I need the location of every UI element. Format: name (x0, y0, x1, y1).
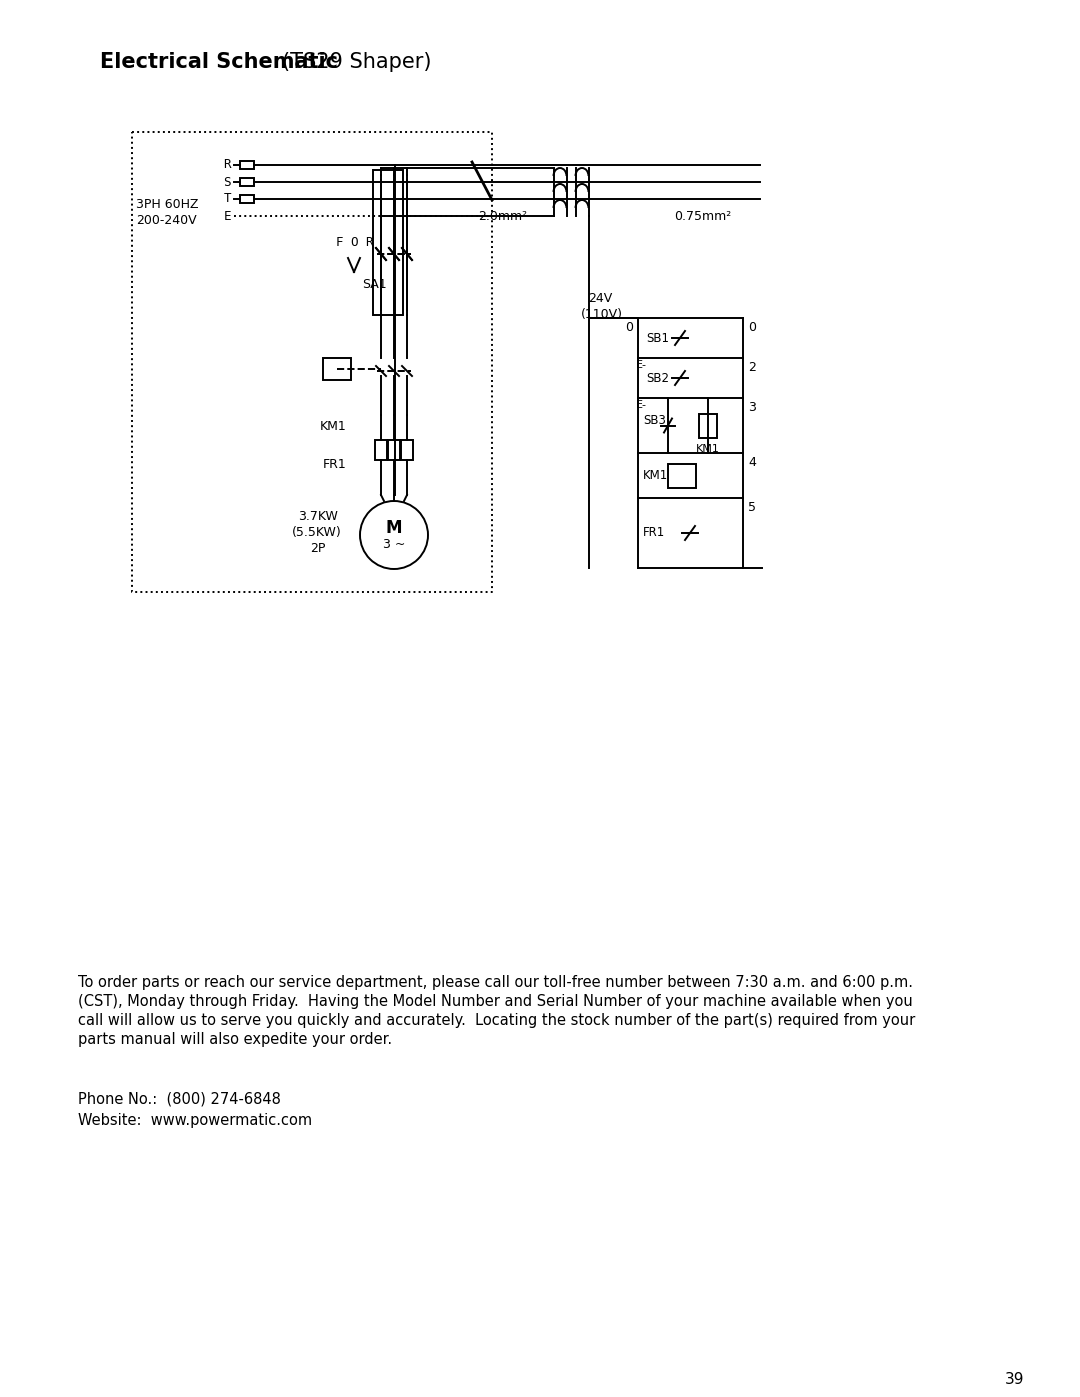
Text: (5.5KW): (5.5KW) (292, 527, 341, 539)
Text: (CST), Monday through Friday.  Having the Model Number and Serial Number of your: (CST), Monday through Friday. Having the… (78, 995, 913, 1009)
Text: (110V): (110V) (581, 307, 623, 321)
Text: parts manual will also expedite your order.: parts manual will also expedite your ord… (78, 1032, 392, 1046)
Text: SB2: SB2 (646, 372, 669, 384)
Text: 3.7KW: 3.7KW (298, 510, 338, 522)
Text: E-: E- (636, 360, 647, 370)
Text: SA1: SA1 (362, 278, 387, 291)
Text: S: S (224, 176, 231, 189)
Text: 2.0mm²: 2.0mm² (478, 210, 527, 224)
Text: 0: 0 (625, 321, 633, 334)
Circle shape (360, 502, 428, 569)
Text: KM1: KM1 (696, 443, 720, 454)
Text: 2: 2 (748, 360, 756, 374)
Text: 0.75mm²: 0.75mm² (674, 210, 731, 224)
Text: KM1: KM1 (643, 469, 669, 482)
Text: To order parts or reach our service department, please call our toll-free number: To order parts or reach our service depa… (78, 975, 913, 990)
Text: Phone No.:  (800) 274-6848: Phone No.: (800) 274-6848 (78, 1092, 281, 1106)
Bar (375, 440, 387, 460)
Text: 39: 39 (1005, 1372, 1025, 1387)
Bar (240, 177, 254, 186)
Text: 3 ~: 3 ~ (382, 538, 405, 552)
Text: 2P: 2P (310, 542, 325, 555)
Text: 200-240V: 200-240V (136, 215, 197, 228)
Bar (401, 440, 413, 460)
Text: 24V: 24V (588, 292, 612, 305)
Text: FR1: FR1 (643, 527, 665, 539)
Bar (240, 196, 254, 203)
Text: (TS29 Shaper): (TS29 Shaper) (282, 52, 432, 73)
Text: SB1: SB1 (646, 331, 669, 345)
Text: FR1: FR1 (323, 458, 347, 471)
Text: 3: 3 (748, 401, 756, 414)
Text: call will allow us to serve you quickly and accurately.  Locating the stock numb: call will allow us to serve you quickly … (78, 1013, 915, 1028)
Bar (240, 161, 254, 169)
Bar (323, 358, 351, 380)
Text: R: R (224, 158, 231, 172)
Text: 0: 0 (748, 321, 756, 334)
Bar (669, 464, 696, 488)
Text: SB3: SB3 (643, 415, 666, 427)
Text: 5: 5 (748, 502, 756, 514)
Bar (388, 440, 400, 460)
Text: KM1: KM1 (320, 420, 347, 433)
Text: T: T (224, 193, 231, 205)
Text: E-: E- (636, 400, 647, 409)
Text: M: M (386, 520, 402, 536)
Bar (699, 414, 717, 437)
Text: Website:  www.powermatic.com: Website: www.powermatic.com (78, 1113, 312, 1127)
Text: 4: 4 (748, 455, 756, 469)
Bar (373, 170, 403, 314)
Text: Electrical Schematic: Electrical Schematic (100, 52, 338, 73)
Text: 3PH 60HZ: 3PH 60HZ (136, 198, 199, 211)
Text: E: E (224, 210, 231, 222)
Text: F O R: F O R (336, 236, 374, 249)
